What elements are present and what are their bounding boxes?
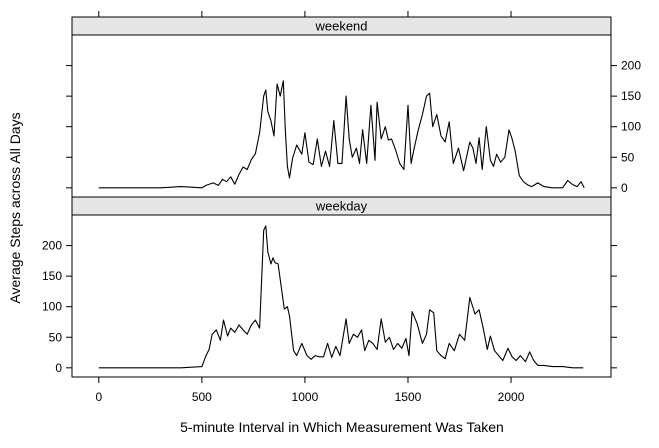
y-tick-label: 150 — [621, 89, 641, 103]
y-tick-label: 0 — [621, 181, 628, 195]
y-tick-label: 200 — [621, 59, 641, 73]
strip-label-weekend: weekend — [314, 19, 367, 34]
y-tick-label: 0 — [55, 361, 62, 375]
x-tick-label: 2000 — [498, 390, 525, 404]
y-tick-label: 100 — [621, 120, 641, 134]
x-tick-label: 0 — [95, 390, 102, 404]
series-line-weekday — [98, 225, 584, 369]
y-tick-label: 100 — [42, 300, 62, 314]
series-line-weekend — [98, 80, 585, 189]
panel-frame-weekend — [71, 34, 612, 198]
panel-frame-weekday — [71, 214, 612, 378]
panel-weekday: weekday 0 50 100 150 200 — [42, 196, 617, 378]
x-tick-label: 1000 — [292, 390, 319, 404]
strip-label-weekday: weekday — [315, 199, 368, 214]
x-tick-label: 1500 — [395, 390, 422, 404]
x-axis-label: 5-minute Interval in Which Measurement W… — [180, 419, 504, 435]
y-tick-label: 50 — [49, 330, 63, 344]
x-tick-label: 500 — [192, 390, 212, 404]
y-tick-label: 50 — [621, 150, 635, 164]
y-tick-label: 150 — [42, 269, 62, 283]
y-axis-label: Average Steps across All Days — [7, 112, 23, 303]
panel-weekend: weekend 0 50 100 150 200 — [66, 16, 641, 198]
y-tick-label: 200 — [42, 239, 62, 253]
